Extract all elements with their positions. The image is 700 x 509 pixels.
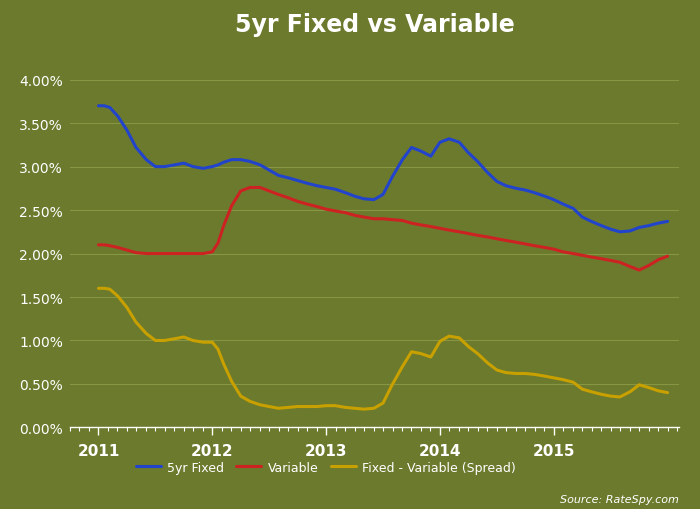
Variable — [94, 242, 103, 248]
Line: Variable: Variable — [99, 188, 668, 270]
5yr Fixed — [664, 219, 672, 225]
5yr Fixed — [484, 171, 492, 177]
Fixed - Variable (Spread) — [379, 400, 387, 406]
5yr Fixed — [370, 197, 378, 203]
Variable — [379, 216, 387, 222]
Fixed - Variable (Spread) — [360, 406, 368, 412]
Line: Fixed - Variable (Spread): Fixed - Variable (Spread) — [99, 289, 668, 409]
Fixed - Variable (Spread) — [256, 402, 265, 408]
Variable — [654, 257, 663, 263]
5yr Fixed — [94, 103, 103, 109]
Variable — [265, 188, 274, 194]
Line: 5yr Fixed: 5yr Fixed — [99, 106, 668, 232]
Text: Source: RateSpy.com: Source: RateSpy.com — [560, 494, 679, 504]
Legend: 5yr Fixed, Variable, Fixed - Variable (Spread): 5yr Fixed, Variable, Fixed - Variable (S… — [131, 456, 521, 478]
Fixed - Variable (Spread) — [654, 388, 663, 394]
Variable — [664, 253, 672, 260]
5yr Fixed — [351, 194, 359, 200]
Fixed - Variable (Spread) — [493, 367, 501, 373]
5yr Fixed — [256, 162, 265, 168]
5yr Fixed — [615, 229, 624, 235]
Variable — [493, 236, 501, 242]
Fixed - Variable (Spread) — [664, 390, 672, 396]
Fixed - Variable (Spread) — [237, 393, 245, 400]
Fixed - Variable (Spread) — [94, 286, 103, 292]
Variable — [360, 214, 368, 220]
Fixed - Variable (Spread) — [351, 405, 359, 411]
Title: 5yr Fixed vs Variable: 5yr Fixed vs Variable — [234, 13, 514, 37]
Variable — [635, 267, 643, 273]
5yr Fixed — [654, 220, 663, 227]
Variable — [246, 185, 254, 191]
Variable — [237, 188, 245, 194]
5yr Fixed — [237, 157, 245, 163]
